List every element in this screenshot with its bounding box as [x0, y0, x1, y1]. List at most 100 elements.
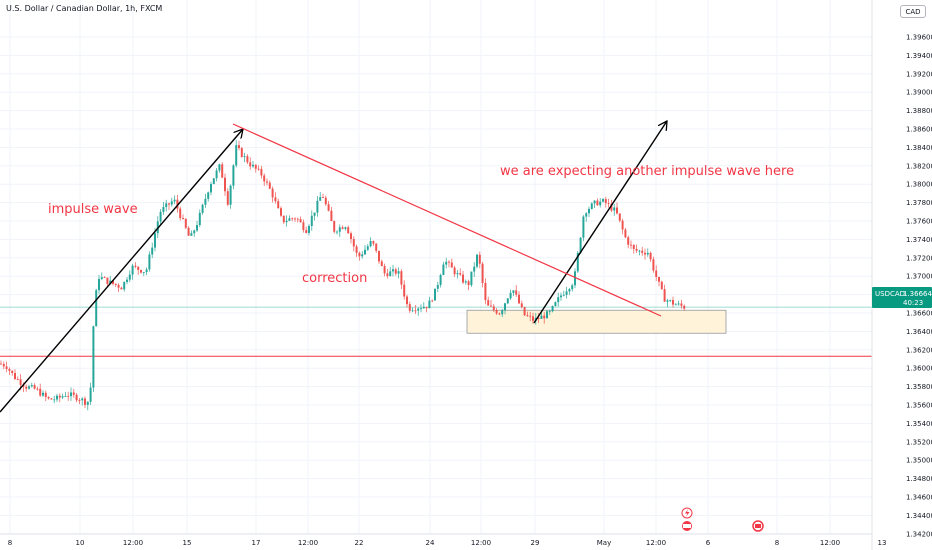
- candle-body: [305, 230, 308, 233]
- currency-button[interactable]: CAD: [900, 5, 926, 18]
- candle-body: [70, 392, 72, 397]
- candle-body: [411, 310, 414, 312]
- candle-body: [453, 267, 456, 275]
- candle-body: [117, 284, 120, 288]
- gridlines: [0, 0, 872, 535]
- candle-body: [459, 273, 462, 275]
- candle-body: [403, 284, 406, 297]
- time-axis[interactable]: 8 10 12:00 15 17 12:00 22 24 12:00 29 May 12:00 6 8 12…: [8, 539, 887, 547]
- candle-body: [268, 182, 271, 189]
- price-tick-label: 1.38400: [906, 144, 932, 152]
- candle-body: [53, 399, 56, 401]
- candle-body: [165, 203, 168, 208]
- candle-body: [574, 271, 576, 286]
- candle-body: [476, 254, 478, 267]
- time-tick-label: 24: [426, 539, 435, 547]
- candle-body: [677, 303, 680, 305]
- candle-body: [624, 229, 627, 238]
- expected-impulse-arrow[interactable]: [533, 121, 667, 324]
- candle-body: [537, 317, 540, 319]
- candle-body: [341, 227, 344, 229]
- candle-body: [162, 207, 165, 212]
- candle-body: [114, 283, 117, 285]
- candle-body: [198, 212, 201, 226]
- price-tag-symbol: USDCAD: [875, 290, 905, 298]
- event-icons[interactable]: [681, 507, 764, 532]
- candle-body: [207, 192, 210, 199]
- candle-body: [215, 170, 218, 179]
- price-tag: USDCAD 1.36664 40:23: [872, 287, 932, 308]
- candle-body: [484, 282, 487, 301]
- candle-body: [428, 300, 431, 309]
- candle-body: [330, 210, 333, 222]
- candle-body: [478, 254, 481, 264]
- price-tick-label: 1.34800: [906, 475, 932, 483]
- candle-body: [638, 250, 641, 252]
- price-tick-label: 1.37200: [906, 254, 932, 262]
- candle-body: [109, 280, 112, 284]
- price-tick-label: 1.38000: [906, 181, 932, 189]
- candle-body: [344, 227, 347, 229]
- candle-body: [291, 218, 294, 220]
- candle-body: [257, 168, 260, 170]
- candle-body: [229, 185, 232, 205]
- demand-zone[interactable]: [466, 309, 727, 334]
- candle-body: [266, 181, 268, 183]
- candle-body: [131, 265, 134, 275]
- candle-body: [98, 278, 100, 291]
- impulse-arrow[interactable]: [0, 129, 243, 413]
- candle-body: [313, 212, 316, 216]
- candle-body: [176, 199, 179, 209]
- candle-body: [249, 162, 252, 167]
- candle-body: [613, 207, 616, 211]
- candle-body: [579, 237, 582, 253]
- candle-body: [422, 306, 425, 309]
- time-tick-label: 6: [706, 539, 711, 547]
- candle-body: [75, 394, 78, 401]
- candle-body: [338, 227, 341, 232]
- candle-body: [540, 315, 543, 319]
- candle-body: [467, 281, 470, 286]
- candle-body: [400, 271, 403, 285]
- price-tag-price: 1.36664: [903, 290, 932, 298]
- candle-body: [196, 225, 198, 231]
- candle-body: [420, 308, 422, 310]
- candle-body: [238, 145, 240, 149]
- candle-body: [64, 396, 67, 397]
- candle-body: [532, 316, 534, 321]
- candle-body: [25, 386, 28, 389]
- candle-body: [224, 177, 226, 192]
- candle-body: [526, 315, 529, 317]
- candle-body: [274, 197, 277, 202]
- impulse-wave-label: impulse wave: [48, 202, 138, 217]
- descending-trendline[interactable]: [232, 123, 662, 317]
- candle-body: [19, 379, 22, 385]
- candle-body: [190, 233, 193, 236]
- candle-body: [655, 270, 658, 277]
- candle-body: [154, 233, 156, 248]
- candle-body: [280, 208, 282, 216]
- candle-body: [142, 272, 145, 273]
- candle-body: [487, 300, 490, 306]
- price-tick-label: 1.35000: [906, 457, 932, 465]
- candle-body: [520, 303, 523, 308]
- candle-body: [179, 208, 182, 219]
- candle-body: [649, 252, 652, 260]
- candle-body: [95, 290, 98, 327]
- candle-body: [201, 204, 204, 213]
- candle-body: [551, 305, 554, 312]
- correction-label: correction: [302, 271, 367, 286]
- price-axis[interactable]: 1.39600 1.39400 1.39200 1.39000 1.38800 1.386…: [906, 34, 932, 539]
- candle-body: [492, 306, 495, 310]
- candle-body: [604, 199, 607, 204]
- candle-body: [464, 281, 467, 283]
- candle-body: [473, 266, 476, 272]
- candle-body: [568, 289, 571, 292]
- candle-body: [11, 370, 14, 373]
- price-tick-label: 1.34200: [906, 530, 932, 538]
- price-tick-label: 1.39000: [906, 89, 932, 97]
- candle-body: [271, 188, 274, 198]
- time-tick-label: 17: [252, 539, 261, 547]
- candle-body: [644, 252, 646, 255]
